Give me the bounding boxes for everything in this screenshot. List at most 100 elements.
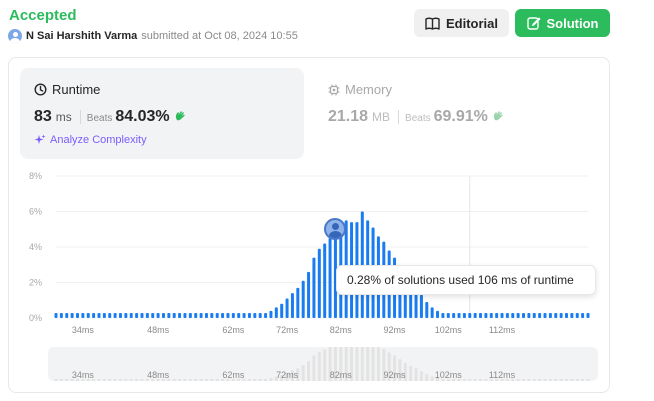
- bar: [430, 307, 434, 318]
- bar: [312, 257, 316, 318]
- brush-bar: [274, 376, 278, 381]
- brush-bar: [398, 359, 402, 381]
- range-brush[interactable]: 34ms 48ms 62ms 72ms 82ms 92ms 102ms 112ms: [48, 336, 598, 381]
- brush-bar: [500, 378, 504, 381]
- bar: [317, 248, 321, 318]
- brush-bar: [108, 378, 112, 381]
- solution-button[interactable]: Solution: [515, 9, 610, 37]
- brush-bar: [59, 378, 63, 381]
- x-tick-label: 112ms: [489, 325, 516, 335]
- bar: [285, 298, 289, 318]
- brush-bar: [425, 374, 429, 381]
- bar: [258, 313, 262, 318]
- brush-bar: [543, 378, 547, 381]
- analyze-complexity-link[interactable]: Analyze Complexity: [34, 134, 147, 146]
- bar: [172, 313, 176, 318]
- brush-bar: [468, 378, 472, 381]
- brush-bar: [376, 346, 380, 381]
- bar: [462, 313, 466, 318]
- brush-bar: [559, 378, 563, 381]
- bar: [323, 243, 327, 318]
- bar: [425, 302, 429, 318]
- bar: [102, 313, 106, 318]
- bar: [505, 313, 509, 318]
- brush-bar: [522, 378, 526, 381]
- bar: [586, 313, 590, 318]
- bar: [178, 313, 182, 318]
- editorial-label: Editorial: [445, 15, 498, 31]
- submitted-timestamp: submitted at Oct 08, 2024 10:55: [141, 30, 298, 42]
- runtime-panel[interactable]: Runtime 83 ms Beats 84.03% Analyze Compl…: [20, 68, 304, 159]
- bar: [527, 313, 531, 318]
- bar: [559, 313, 563, 318]
- bar: [210, 313, 214, 318]
- user-avatar[interactable]: [8, 29, 22, 43]
- memory-values: 21.18 MB Beats 69.91%: [328, 108, 505, 126]
- bar: [92, 313, 96, 318]
- brush-bar: [156, 378, 160, 381]
- bar: [253, 313, 257, 318]
- brush-bar: [570, 378, 574, 381]
- brush-bar: [581, 378, 585, 381]
- brush-bar: [436, 378, 440, 381]
- brush-bar: [532, 378, 536, 381]
- brush-bar: [247, 378, 251, 381]
- bar: [570, 313, 574, 318]
- brush-bar: [355, 340, 359, 381]
- chip-icon: [328, 84, 340, 95]
- brush-tick-label: 92ms: [384, 370, 407, 380]
- brush-bar: [290, 370, 294, 381]
- bar: [333, 231, 337, 318]
- bar: [124, 313, 128, 318]
- brush-bar: [511, 378, 515, 381]
- brush-bar: [419, 371, 423, 381]
- analyze-label: Analyze Complexity: [50, 134, 147, 146]
- editorial-button[interactable]: Editorial: [414, 9, 509, 37]
- brush-bar: [65, 378, 69, 381]
- user-runtime-marker[interactable]: [324, 218, 346, 240]
- brush-bar: [307, 361, 311, 381]
- bar: [269, 310, 273, 318]
- brush-bar: [387, 352, 391, 381]
- brush-bar: [70, 378, 74, 381]
- x-tick-label: 72ms: [276, 325, 299, 335]
- brush-bar: [285, 372, 289, 381]
- brush-bar: [565, 378, 569, 381]
- bar: [194, 313, 198, 318]
- x-tick-label: 48ms: [147, 325, 170, 335]
- brush-bar: [360, 336, 364, 381]
- brush-bar: [505, 378, 509, 381]
- brush-bar: [135, 378, 139, 381]
- brush-bar: [575, 378, 579, 381]
- runtime-divider: [79, 110, 81, 124]
- brush-bar: [446, 378, 450, 381]
- brush-bar: [258, 378, 262, 381]
- brush-bar: [280, 375, 284, 381]
- memory-panel[interactable]: Memory 21.18 MB Beats 69.91%: [314, 68, 598, 159]
- brush-bar: [462, 378, 466, 381]
- brush-bar: [183, 378, 187, 381]
- bar: [511, 313, 515, 318]
- bar: [516, 313, 520, 318]
- bar: [538, 313, 542, 318]
- bar: [495, 313, 499, 318]
- brush-tick-label: 82ms: [330, 370, 353, 380]
- brush-bar: [124, 378, 128, 381]
- brush-bar: [215, 378, 219, 381]
- brush-bar: [86, 378, 90, 381]
- bar: [484, 313, 488, 318]
- username-link[interactable]: N Sai Harshith Varma: [26, 30, 138, 42]
- bar: [54, 313, 58, 318]
- bar: [522, 313, 526, 318]
- bar: [86, 313, 90, 318]
- bar: [97, 313, 101, 318]
- brush-tick-label: 102ms: [435, 370, 463, 380]
- brush-bar: [484, 378, 488, 381]
- bar: [565, 313, 569, 318]
- brush-bar: [253, 378, 257, 381]
- brush-bar: [296, 368, 300, 381]
- memory-title: Memory: [328, 82, 392, 97]
- solution-label: Solution: [546, 15, 599, 31]
- runtime-distribution-chart[interactable]: 8% 6% 4% 2% 0% 34ms 48ms 62ms 72ms 82ms 92ms 102ms 1…: [20, 167, 600, 342]
- chart-svg: 8% 6% 4% 2% 0% 34ms 48ms 62ms 72ms 82ms 92ms 102ms 1…: [29, 171, 590, 335]
